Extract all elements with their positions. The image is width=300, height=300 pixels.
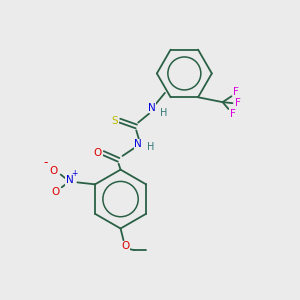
Text: F: F [233, 87, 239, 97]
Text: O: O [52, 187, 60, 197]
Text: O: O [94, 148, 102, 158]
Text: N: N [134, 139, 142, 149]
Text: O: O [50, 166, 58, 176]
Text: +: + [71, 169, 78, 178]
Text: F: F [236, 98, 241, 108]
Text: N: N [66, 176, 74, 185]
Text: N: N [148, 103, 156, 113]
Text: S: S [111, 116, 118, 126]
Text: H: H [160, 108, 167, 118]
Text: -: - [44, 156, 48, 169]
Text: F: F [230, 109, 236, 119]
Text: H: H [147, 142, 155, 152]
Text: O: O [121, 241, 130, 251]
